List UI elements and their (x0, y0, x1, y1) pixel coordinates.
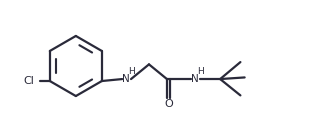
Text: H: H (128, 67, 135, 76)
Text: N: N (122, 74, 129, 84)
Text: O: O (164, 99, 173, 109)
Text: H: H (197, 67, 204, 76)
Text: Cl: Cl (24, 76, 34, 86)
Text: N: N (191, 74, 198, 84)
